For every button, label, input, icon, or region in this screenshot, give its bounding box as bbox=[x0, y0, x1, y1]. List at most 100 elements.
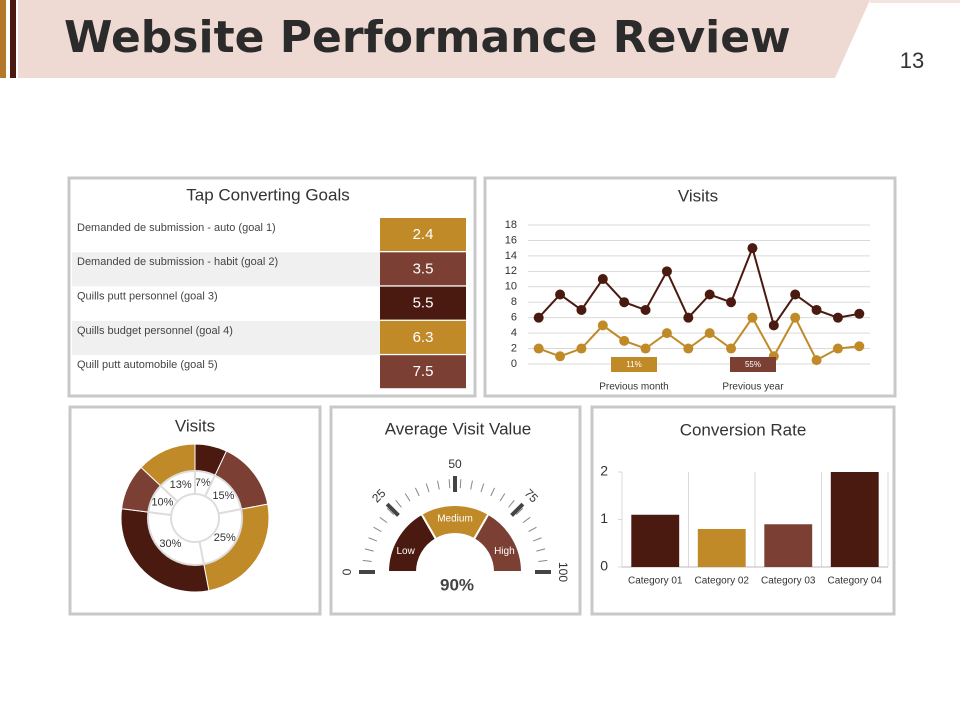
point bbox=[576, 304, 587, 315]
point bbox=[747, 243, 758, 254]
band-label: Low bbox=[396, 546, 415, 557]
y-tick-label: 18 bbox=[505, 219, 517, 231]
value-cell bbox=[380, 320, 466, 354]
chart-title: Average Visit Value bbox=[385, 419, 531, 438]
minor-tick bbox=[459, 479, 462, 489]
value-cell bbox=[380, 286, 466, 320]
annotation: 55% bbox=[745, 360, 761, 369]
minor-tick bbox=[448, 479, 451, 489]
point bbox=[661, 266, 672, 277]
data-label: 30% bbox=[159, 538, 181, 550]
point bbox=[704, 328, 715, 339]
minor-tick bbox=[386, 507, 395, 515]
minor-tick bbox=[373, 526, 382, 532]
row-label: Quill putt automobile (goal 5) bbox=[77, 359, 218, 371]
point bbox=[683, 312, 694, 323]
point bbox=[619, 335, 630, 346]
gauge-band bbox=[472, 512, 524, 573]
minor-tick bbox=[437, 480, 440, 490]
value-text: 5.5 bbox=[413, 295, 434, 312]
minor-tick bbox=[536, 548, 546, 552]
page-number: 13 bbox=[900, 48, 924, 73]
value-cell bbox=[380, 218, 466, 251]
point bbox=[640, 304, 651, 315]
data-label: 15% bbox=[212, 490, 234, 502]
minor-tick bbox=[425, 483, 430, 493]
series-line bbox=[537, 245, 860, 328]
minor-tick bbox=[368, 537, 378, 542]
legend-box bbox=[611, 357, 657, 372]
bar bbox=[697, 529, 746, 567]
y-tick-label: 1 bbox=[600, 510, 608, 526]
legend-label: Previous year bbox=[722, 382, 784, 393]
point bbox=[790, 289, 801, 300]
x-tick-label: Category 01 bbox=[628, 576, 683, 587]
row-background bbox=[72, 320, 380, 355]
band-label: Medium bbox=[437, 514, 473, 525]
point bbox=[854, 308, 865, 319]
minor-tick bbox=[414, 487, 420, 497]
minor-tick bbox=[508, 500, 515, 508]
minor-tick bbox=[538, 559, 548, 562]
header-stripe bbox=[10, 0, 16, 78]
bar bbox=[830, 472, 879, 567]
row-label: Quills budget personnel (goal 4) bbox=[77, 325, 233, 337]
value-text: 6.3 bbox=[413, 329, 434, 346]
point bbox=[726, 297, 737, 308]
value-text: 2.4 bbox=[413, 226, 434, 243]
data-label: 7% bbox=[195, 477, 211, 489]
value-cell bbox=[380, 355, 466, 389]
bar bbox=[631, 514, 680, 567]
value-text: 7.5 bbox=[413, 363, 434, 380]
point bbox=[533, 343, 544, 354]
point bbox=[555, 351, 566, 362]
point bbox=[768, 320, 779, 331]
minor-tick bbox=[499, 493, 506, 502]
point bbox=[597, 274, 608, 285]
header-band bbox=[18, 0, 870, 78]
legend-box bbox=[730, 357, 776, 372]
point bbox=[576, 343, 587, 354]
point bbox=[832, 343, 843, 354]
point bbox=[597, 320, 608, 331]
point bbox=[619, 297, 630, 308]
point bbox=[555, 289, 566, 300]
y-tick-label: 2 bbox=[600, 463, 608, 479]
data-label: 25% bbox=[214, 532, 236, 544]
minor-tick bbox=[362, 559, 372, 562]
y-tick-label: 6 bbox=[511, 312, 517, 324]
minor-tick bbox=[470, 480, 473, 490]
minor-tick bbox=[395, 500, 402, 508]
major-tick bbox=[385, 502, 400, 517]
y-tick-label: 16 bbox=[505, 234, 517, 246]
minor-tick bbox=[404, 493, 411, 502]
minor-tick bbox=[364, 548, 374, 552]
series-line bbox=[538, 315, 860, 362]
minor-tick bbox=[480, 483, 485, 493]
minor-tick bbox=[528, 526, 537, 532]
chart-title: Conversion Rate bbox=[680, 420, 807, 439]
point bbox=[811, 304, 822, 315]
data-label: 10% bbox=[151, 497, 173, 509]
point bbox=[790, 312, 801, 323]
header-stripe bbox=[0, 0, 6, 78]
y-tick-label: 0 bbox=[511, 358, 517, 370]
table-title: Tap Converting Goals bbox=[186, 185, 349, 204]
point bbox=[704, 289, 715, 300]
tick-label: 100 bbox=[556, 562, 570, 582]
annotation: 11% bbox=[626, 360, 641, 369]
point bbox=[747, 312, 758, 323]
y-tick-label: 8 bbox=[511, 296, 517, 308]
row-background bbox=[72, 252, 380, 287]
x-tick-label: Category 04 bbox=[828, 576, 883, 587]
inner-segment bbox=[159, 469, 196, 503]
y-tick-label: 2 bbox=[511, 342, 517, 354]
gauge-value: 90% bbox=[440, 575, 474, 594]
point bbox=[683, 343, 694, 354]
bar bbox=[764, 524, 813, 567]
point bbox=[811, 355, 822, 366]
minor-tick bbox=[522, 516, 531, 524]
tick-label: 0 bbox=[340, 568, 354, 575]
x-tick-label: Category 03 bbox=[761, 576, 816, 587]
